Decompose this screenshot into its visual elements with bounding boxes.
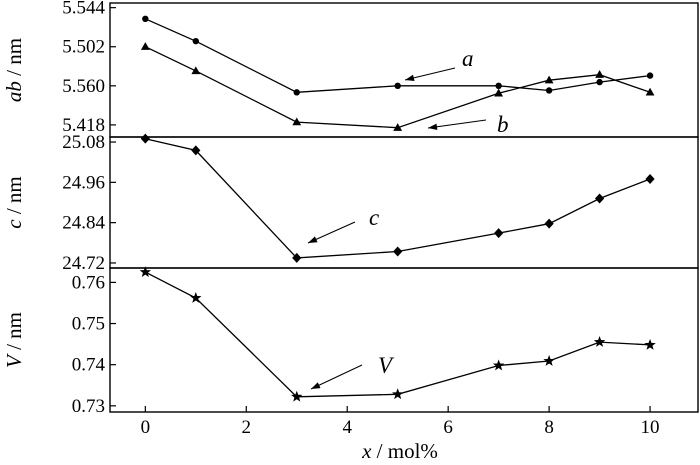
x-tick-label: 8 — [544, 417, 554, 438]
annotation-a: a — [404, 46, 474, 82]
data-point-V — [492, 359, 505, 371]
y-tick-label: 0.73 — [72, 396, 105, 417]
x-tick-label: 4 — [342, 417, 352, 438]
y-tick-label: 24.96 — [62, 172, 105, 193]
x-axis: x / mol% 0 2 4 6 8 10 — [141, 406, 660, 463]
panel-frame — [109, 267, 699, 413]
data-point-b — [645, 87, 655, 96]
y-axis-label-unit: / nm — [2, 176, 26, 219]
series-V — [139, 266, 656, 402]
annotation-label: c — [369, 205, 379, 230]
panel-frame — [109, 2, 699, 138]
y-tick-label: 0.75 — [72, 314, 105, 335]
data-point-V — [139, 266, 152, 277]
data-point-a — [142, 15, 149, 23]
series-line-c — [145, 138, 651, 259]
y-tick-label: 5.502 — [62, 37, 105, 58]
data-point-b — [292, 117, 302, 126]
data-point-c — [393, 246, 403, 257]
data-point-V — [190, 292, 202, 303]
y-axis-label-var: ab — [2, 81, 26, 102]
series-line-b — [145, 46, 651, 129]
y-tick-label: 24.84 — [62, 213, 105, 234]
y-axis-label-unit: / nm — [2, 38, 26, 81]
annotation-b: b — [427, 112, 509, 137]
data-point-b — [140, 42, 150, 50]
series-a — [142, 15, 654, 96]
chart-panel-V: 0.730.740.750.76V / nmV — [2, 266, 699, 417]
annotation-arrow-line — [310, 364, 363, 390]
data-point-V — [291, 390, 303, 402]
data-point-b — [393, 123, 403, 131]
x-tick-label: 10 — [641, 417, 660, 438]
annotation-c: c — [307, 205, 379, 244]
annotation-V: V — [310, 353, 395, 390]
x-tick-label: 2 — [242, 417, 252, 438]
y-tick-label: 5.418 — [62, 115, 105, 136]
data-point-c — [292, 252, 302, 263]
annotation-arrow-head — [308, 236, 318, 243]
annotation-arrow-head — [311, 382, 321, 389]
data-point-a — [545, 87, 553, 94]
annotation-label: a — [462, 46, 474, 71]
y-tick-label: 0.76 — [72, 272, 105, 293]
data-point-c — [544, 218, 554, 229]
data-point-a — [596, 78, 603, 86]
y-tick-label: 5.544 — [62, 0, 105, 19]
data-point-b — [544, 75, 554, 84]
data-point-V — [391, 388, 404, 400]
annotation-arrow-head — [405, 74, 415, 82]
data-point-b — [595, 70, 604, 78]
data-point-a — [192, 37, 200, 45]
data-point-b — [191, 66, 201, 75]
x-axis-label-unit: / mol% — [371, 439, 438, 463]
panel-frame — [109, 136, 699, 269]
y-tick-label: 5.560 — [62, 76, 105, 97]
data-point-c — [191, 145, 201, 156]
y-tick-label: 25.08 — [62, 132, 105, 153]
x-axis-label-var: x — [361, 439, 372, 463]
series-c — [140, 133, 655, 263]
data-point-c — [594, 193, 605, 204]
data-point-V — [644, 338, 656, 350]
data-point-a — [646, 72, 654, 79]
y-tick-label: 0.74 — [72, 355, 106, 376]
annotation-label: b — [497, 112, 509, 137]
annotation-arrow-line — [427, 119, 487, 129]
annotation-arrow-head — [428, 123, 438, 130]
data-point-a — [495, 82, 502, 90]
series-b — [140, 42, 655, 131]
y-axis-label: c / nm — [2, 176, 26, 229]
x-tick-label: 0 — [141, 417, 151, 438]
data-point-V — [543, 354, 555, 366]
y-tick-label: 24.72 — [62, 253, 105, 274]
y-axis-label-var: V — [2, 353, 26, 368]
data-point-c — [140, 133, 150, 144]
y-axis-label-unit: / nm — [2, 312, 26, 355]
data-point-V — [593, 336, 606, 347]
data-point-c — [494, 228, 504, 239]
x-tick-label: 6 — [443, 417, 453, 438]
x-axis-label: x / mol% — [361, 439, 438, 463]
y-axis-label: ab / nm — [2, 38, 26, 102]
data-point-b — [494, 88, 504, 97]
series-line-V — [145, 271, 651, 398]
annotation-label: V — [378, 353, 395, 378]
data-point-a — [293, 89, 300, 96]
data-point-a — [394, 82, 401, 90]
data-point-c — [645, 173, 655, 184]
y-axis-label-var: c — [2, 219, 26, 229]
y-axis-label: V / nm — [2, 312, 26, 368]
series-line-a — [145, 18, 651, 93]
